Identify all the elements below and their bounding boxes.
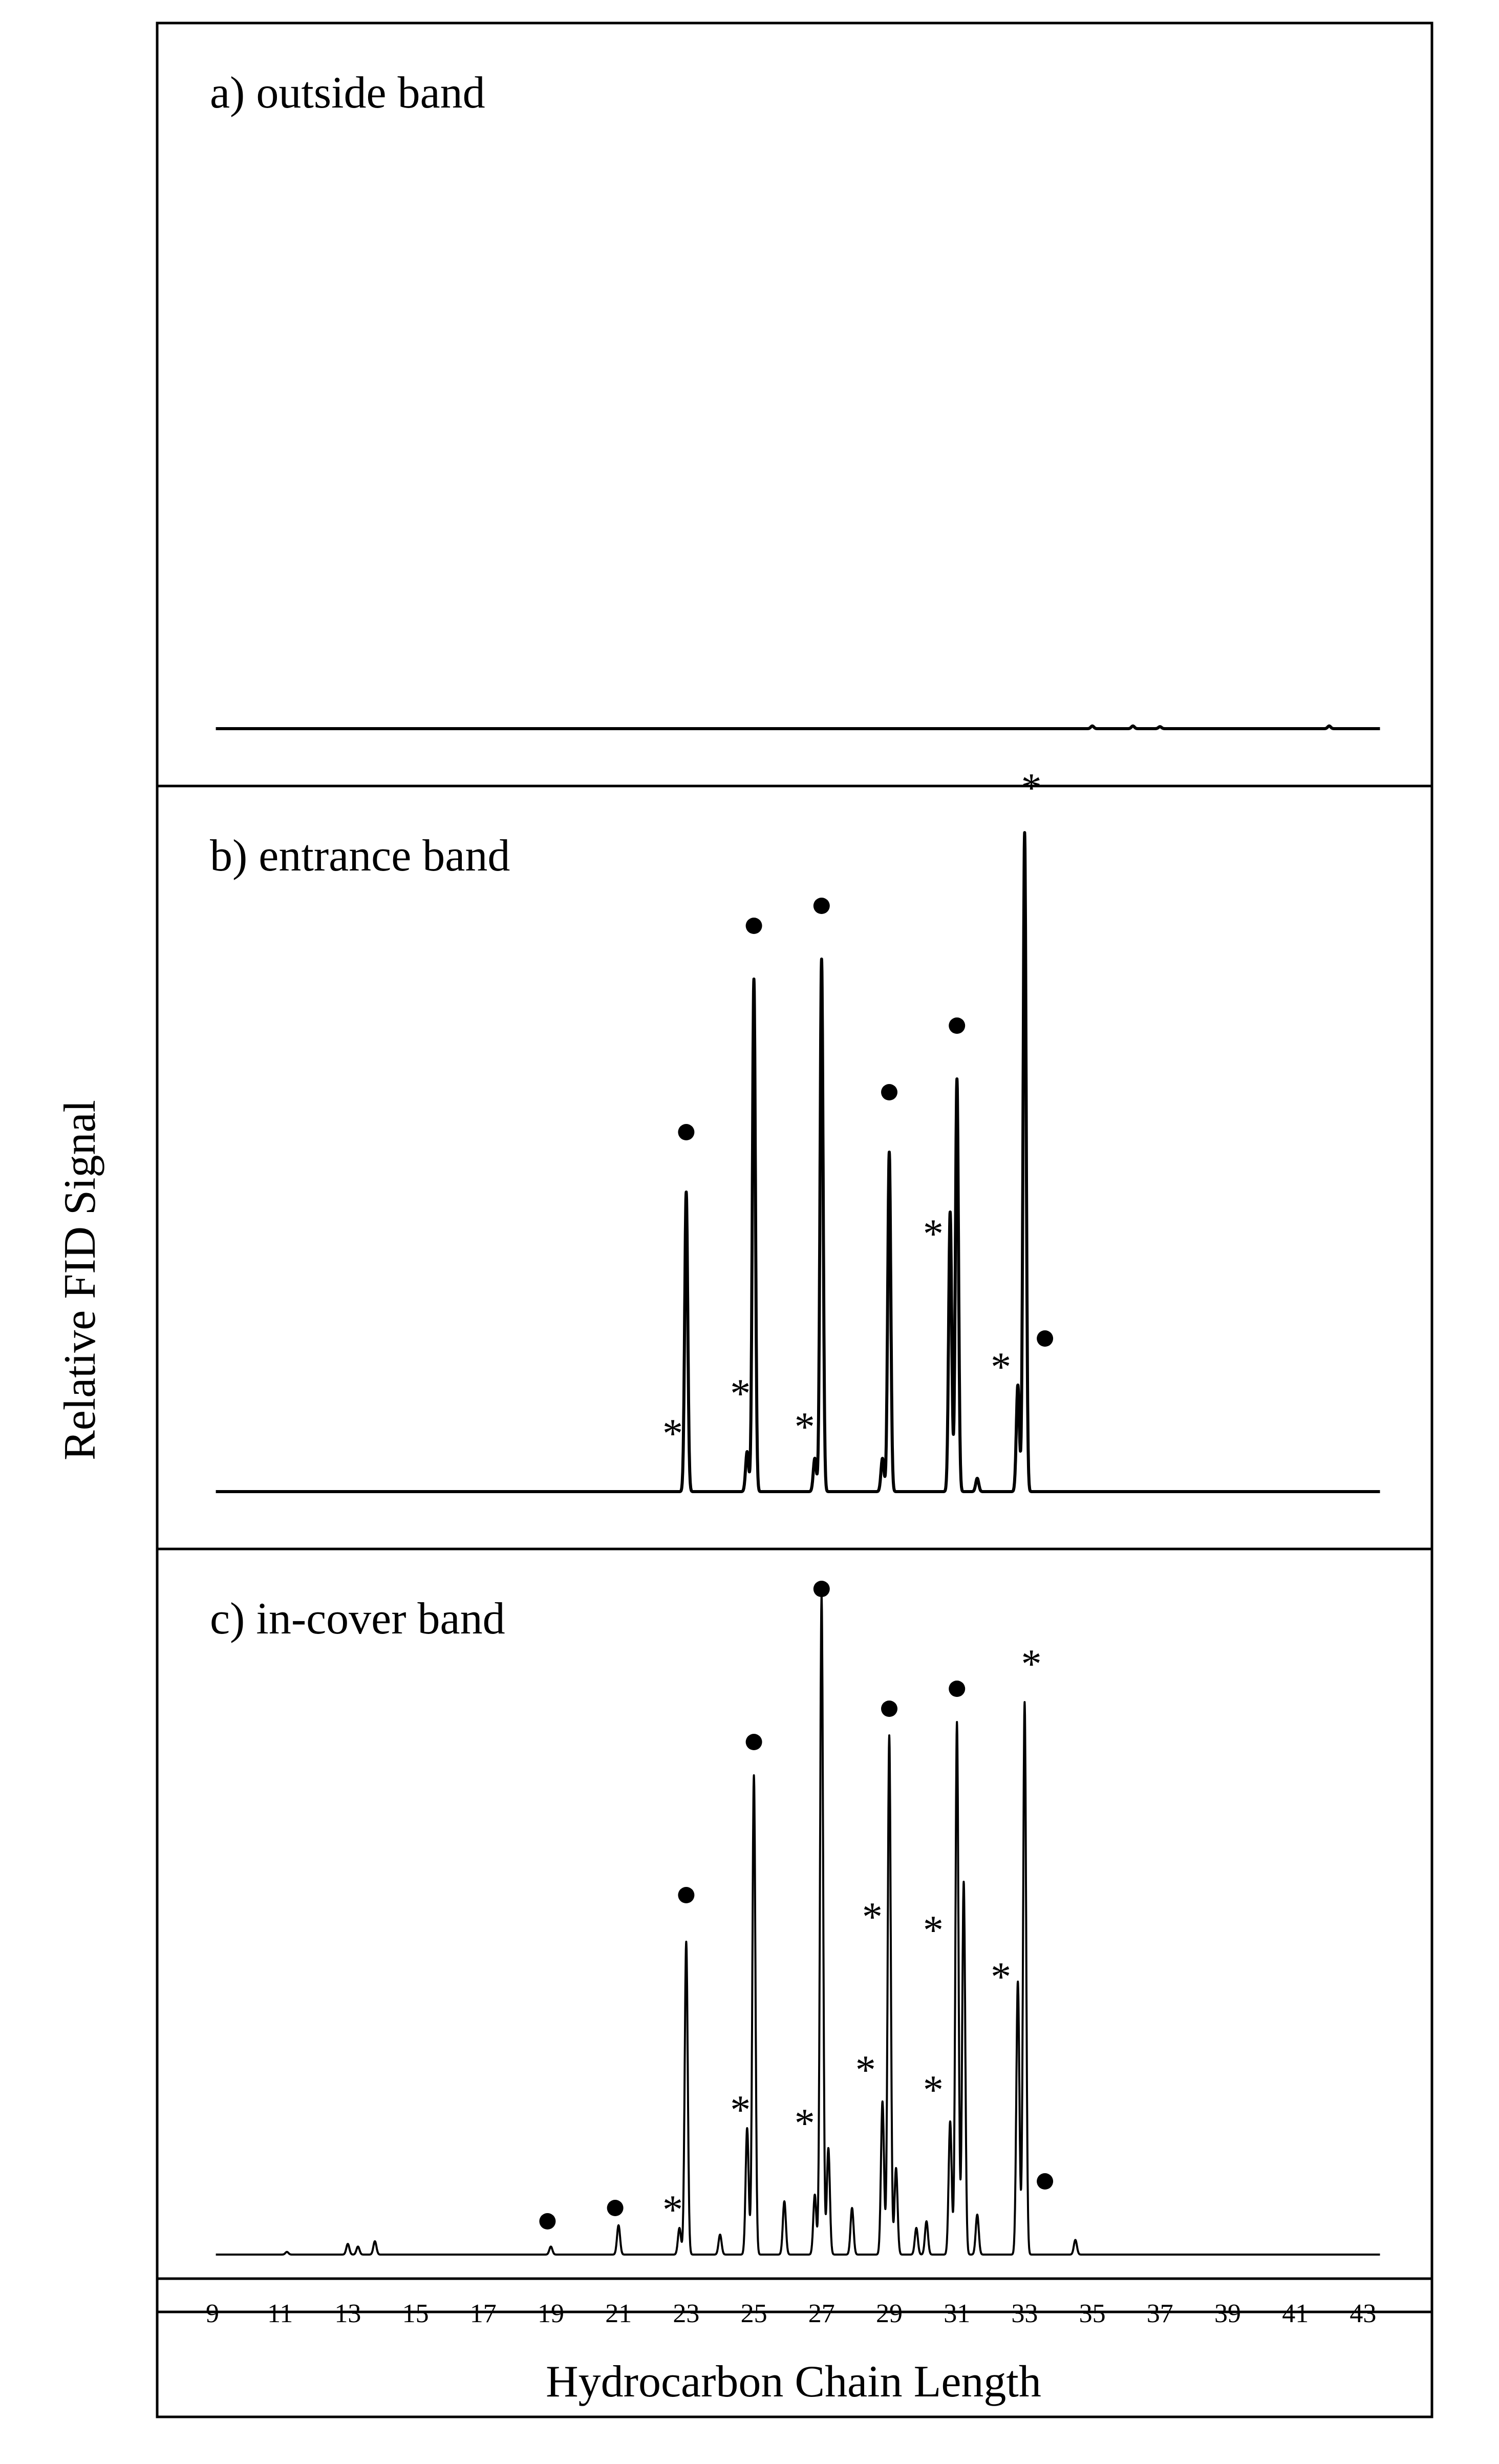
panel-c-asterisk-marker: * [991,1955,1011,2000]
panel-b-dot-marker [949,1017,966,1034]
x-tick-label: 17 [470,2299,497,2328]
x-tick-label: 25 [741,2299,767,2328]
x-axis-label: Hydrocarbon Chain Length [546,2357,1041,2407]
x-tick-label: 31 [944,2299,970,2328]
x-axis-tick-labels: 9 11 13 15 17 19 21 23 25 27 29 31 33 35 37 39 41 43 [206,2299,1376,2328]
x-tick-label: 11 [267,2299,293,2328]
x-tick-label: 43 [1350,2299,1376,2328]
panel-c-dot-marker [813,1581,830,1597]
x-tick-label: 9 [206,2299,219,2328]
panel-b-asterisk-marker: * [795,1405,815,1450]
x-tick-label: 35 [1079,2299,1106,2328]
panel-b-dot-marker [813,898,830,914]
panel-b-title: b) entrance band [210,831,510,881]
x-tick-label: 33 [1011,2299,1038,2328]
panel-a-trace [214,724,1382,730]
panel-c-dot-marker [678,1887,695,1903]
chromatogram-traces [214,724,1382,2256]
panel-c-asterisk-marker: * [923,1908,944,1953]
panel-b-asterisk-marker: * [730,1371,751,1416]
panel-c-dot-marker [881,1701,897,1717]
panel-c-asterisk-marker: * [1021,1642,1042,1687]
x-tick-label: 37 [1147,2299,1173,2328]
y-axis-label: Relative FID Signal [55,1100,105,1460]
peak-markers: * * * * * * * * * * * * * * * [539,766,1054,2233]
panel-c-asterisk-marker: * [923,2068,944,2113]
x-tick-label: 29 [876,2299,903,2328]
panel-c-dot-marker [745,1734,762,1750]
x-tick-label: 21 [605,2299,632,2328]
panel-b-asterisk-marker: * [1021,766,1042,811]
panel-b-dot-marker [678,1124,695,1140]
panel-b-dot-marker [745,918,762,934]
x-tick-label: 27 [808,2299,835,2328]
panel-b-dot-marker [1037,1330,1054,1347]
panel-b-asterisk-marker: * [662,1411,683,1456]
panel-c-dot-marker [607,2200,624,2216]
panel-c-asterisk-marker: * [730,2088,751,2133]
panel-c-asterisk-marker: * [855,2048,876,2093]
x-axis-frame [156,2277,1433,2418]
panel-c-title: c) in-cover band [210,1594,505,1644]
x-tick-label: 13 [334,2299,361,2328]
panel-b-asterisk-marker: * [923,1212,944,1257]
x-tick-label: 39 [1214,2299,1241,2328]
panel-c-asterisk-marker: * [862,1895,883,1940]
panel-c-asterisk-marker: * [662,2187,683,2233]
panel-c-frame [156,1547,1433,2313]
panel-a-title: a) outside band [210,68,485,118]
panel-b-asterisk-marker: * [991,1345,1011,1390]
panel-c-dot-marker [949,1681,966,1697]
x-tick-label: 19 [538,2299,564,2328]
panel-frames [156,22,1433,2418]
x-tick-label: 15 [402,2299,429,2328]
x-tick-label: 23 [673,2299,699,2328]
x-tick-label: 41 [1282,2299,1309,2328]
panel-c-dot-marker [1037,2173,1054,2190]
panel-c-trace [215,1595,1381,2256]
panel-c-asterisk-marker: * [795,2101,815,2146]
panel-b-dot-marker [881,1084,897,1100]
panel-c-dot-marker [539,2213,556,2229]
panel-b-trace [214,831,1382,1493]
